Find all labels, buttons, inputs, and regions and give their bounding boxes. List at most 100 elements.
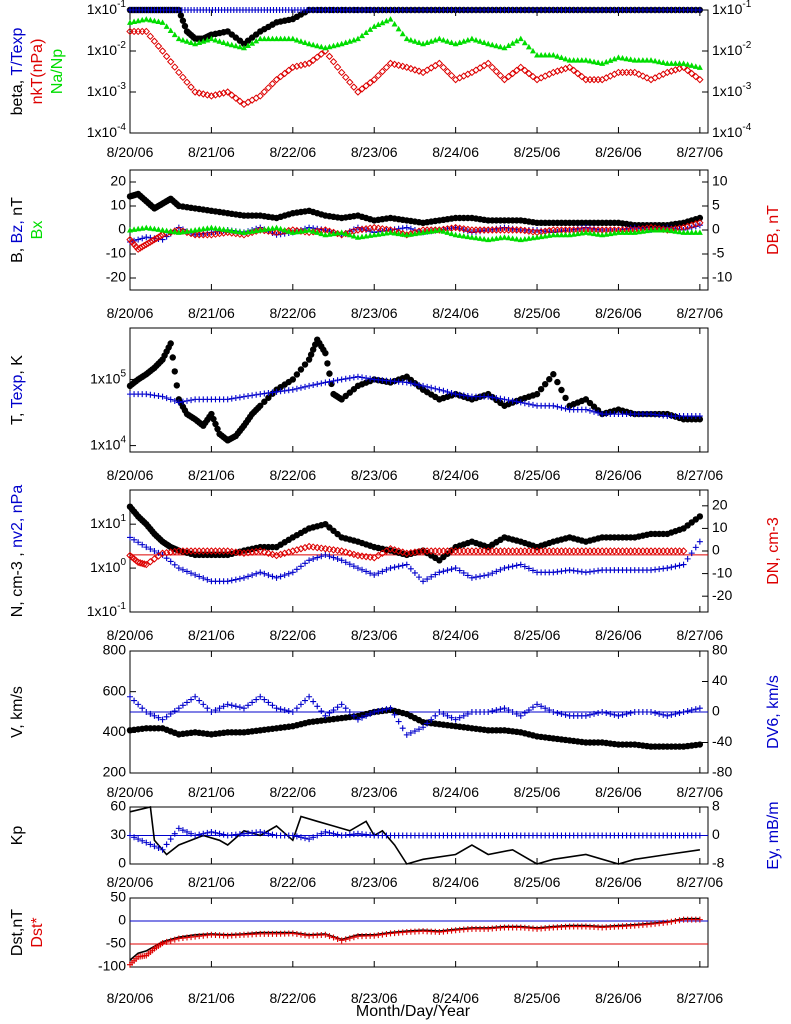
data-point	[273, 35, 280, 42]
data-point	[220, 39, 227, 45]
data-point	[517, 35, 524, 42]
data-point	[696, 413, 703, 420]
data-point	[606, 72, 615, 80]
data-point	[554, 378, 561, 386]
data-point	[306, 382, 313, 389]
data-point	[188, 696, 195, 703]
data-point	[639, 57, 646, 63]
data-point	[586, 57, 593, 64]
x-tick-label: 8/24/06	[432, 874, 479, 890]
data-point	[175, 705, 182, 712]
data-point	[574, 547, 582, 555]
data-point	[318, 380, 325, 387]
data-point	[138, 27, 146, 36]
data-point	[224, 701, 231, 708]
tick-label: -20	[106, 269, 126, 285]
tick-label: 1x10-3	[87, 81, 127, 99]
tick-label: 40	[712, 672, 728, 688]
data-point	[223, 88, 232, 96]
data-point	[183, 38, 190, 44]
data-point	[310, 228, 317, 234]
series-dst-	[127, 916, 703, 968]
data-point	[240, 44, 247, 51]
x-tick-label: 8/21/06	[188, 874, 235, 890]
data-point	[619, 229, 626, 235]
data-point	[696, 75, 704, 84]
data-point	[569, 66, 578, 75]
data-point	[367, 710, 374, 717]
x-tick-label: 8/22/06	[269, 627, 316, 643]
data-point	[594, 547, 602, 555]
tick-label: 1x10-3	[712, 81, 752, 99]
data-point	[342, 73, 350, 82]
data-point	[208, 828, 215, 835]
data-point	[622, 68, 631, 77]
x-tick-label: 8/22/06	[269, 990, 316, 1006]
data-point	[314, 381, 321, 388]
data-point	[626, 68, 635, 77]
data-point	[635, 547, 643, 555]
data-point	[652, 709, 659, 716]
data-point	[171, 561, 178, 568]
x-tick-label: 8/24/06	[432, 144, 479, 160]
data-point	[204, 576, 211, 583]
y-axis-label-2: Bx	[29, 221, 46, 240]
data-point	[403, 379, 410, 386]
data-point	[162, 52, 171, 61]
data-point	[696, 538, 703, 545]
data-point	[420, 578, 427, 585]
axis-label-part: DN, cm-3	[765, 517, 782, 585]
data-point	[435, 59, 444, 68]
data-point	[456, 714, 463, 721]
data-point	[281, 35, 288, 42]
data-point	[216, 38, 223, 44]
data-point	[289, 63, 297, 72]
data-point	[143, 839, 150, 846]
data-point	[147, 841, 154, 848]
data-point	[268, 550, 277, 559]
data-point	[135, 236, 142, 243]
data-point	[301, 60, 309, 69]
data-point	[131, 697, 138, 704]
data-point	[307, 351, 315, 358]
data-point	[297, 366, 305, 373]
data-point	[436, 227, 443, 233]
data-point	[306, 557, 313, 564]
data-point	[387, 229, 394, 235]
data-point	[346, 549, 354, 557]
data-point	[411, 381, 418, 388]
data-point	[468, 35, 475, 42]
data-point	[151, 548, 158, 554]
data-point	[257, 828, 264, 835]
tick-label: 0	[712, 221, 720, 237]
data-point	[610, 70, 619, 78]
tick-label: 0	[712, 826, 720, 842]
data-point	[370, 75, 378, 84]
data-point	[211, 91, 220, 99]
data-point	[333, 229, 342, 238]
data-point	[664, 227, 671, 233]
data-point	[257, 402, 264, 409]
data-point	[171, 397, 178, 404]
data-point	[200, 701, 207, 708]
data-point	[277, 225, 284, 232]
data-point	[517, 547, 525, 555]
data-point	[672, 563, 679, 570]
data-point	[440, 36, 447, 43]
data-point	[395, 718, 402, 725]
tick-label: 400	[103, 723, 127, 739]
data-point	[407, 729, 414, 736]
data-point	[427, 64, 435, 72]
data-point	[599, 709, 606, 715]
data-point	[627, 56, 634, 62]
data-point	[570, 57, 577, 63]
x-tick-label: 8/23/06	[351, 784, 398, 800]
data-point	[135, 701, 142, 708]
data-point	[289, 930, 296, 937]
data-point	[566, 567, 573, 574]
x-tick-label: 8/25/06	[514, 467, 561, 483]
data-point	[196, 697, 203, 704]
y-axis-label-right: Ey, mB/m	[765, 801, 782, 869]
data-point	[310, 834, 317, 841]
data-point	[314, 703, 321, 710]
